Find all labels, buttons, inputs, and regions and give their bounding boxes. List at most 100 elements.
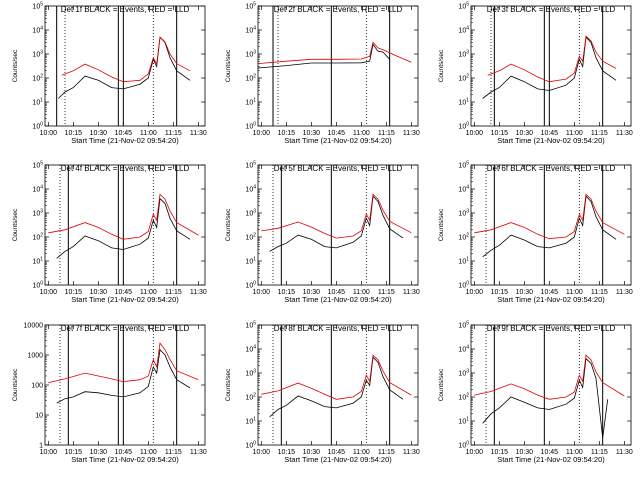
x-tick-label: 11:00 xyxy=(566,449,583,456)
detector-panel: Det 7f BLACK = Events, RED = LLD 1 10 100 10… xyxy=(12,323,207,465)
y-tick-label: 105 xyxy=(32,161,43,170)
x-tick-label: 10:45 xyxy=(115,449,133,456)
y-tick-label: 104 xyxy=(245,345,256,354)
y-tick-label: 105 xyxy=(245,161,256,170)
detector-panel: Det 8f BLACK = Events, RED = LLD 100 101 10… xyxy=(225,321,420,465)
events-series-line xyxy=(482,195,617,258)
x-tick-label: 11:15 xyxy=(591,130,608,137)
x-tick-label: 11:15 xyxy=(165,449,182,456)
events-series-line xyxy=(257,43,390,69)
x-tick-label: 10:30 xyxy=(303,289,321,296)
y-tick-label: 105 xyxy=(458,2,469,11)
x-tick-label: 11:15 xyxy=(378,130,395,137)
plot-frame xyxy=(470,324,632,446)
events-series-line xyxy=(269,356,404,418)
y-tick-label: 1000 xyxy=(27,353,43,360)
x-tick-label: 10:00 xyxy=(253,289,271,296)
x-tick-label: 10:45 xyxy=(328,449,346,456)
x-axis-title: Start Time (21-Nov-02 09:54:20) xyxy=(71,455,179,464)
lld-series-line xyxy=(487,35,617,83)
x-tick-label: 10:30 xyxy=(90,289,108,296)
lld-series-line xyxy=(474,354,625,400)
panel-title: Det 5f BLACK = Events, RED = LLD xyxy=(274,164,403,173)
x-tick-label: 10:15 xyxy=(278,449,296,456)
y-tick-label: 102 xyxy=(458,393,469,402)
x-tick-label: 10:15 xyxy=(491,130,509,137)
lld-series-line xyxy=(261,193,412,239)
x-tick-label: 10:45 xyxy=(541,449,559,456)
x-tick-label: 11:30 xyxy=(403,130,420,137)
y-tick-label: 102 xyxy=(245,393,256,402)
x-tick-label: 10:45 xyxy=(115,289,133,296)
y-tick-label: 103 xyxy=(32,50,43,59)
x-tick-label: 10:00 xyxy=(466,130,484,137)
panel-title: Det 4f BLACK = Events, RED = LLD xyxy=(61,164,190,173)
x-tick-label: 10:30 xyxy=(90,449,108,456)
x-tick-label: 10:30 xyxy=(516,449,534,456)
x-axis-title: Start Time (21-Nov-02 09:54:20) xyxy=(497,136,605,145)
x-tick-label: 11:15 xyxy=(165,289,182,296)
panel-title: Det 6f BLACK = Events, RED = LLD xyxy=(487,164,616,173)
x-tick-label: 10:30 xyxy=(303,449,321,456)
x-tick-label: 10:00 xyxy=(40,130,58,137)
y-tick-label: 100 xyxy=(245,281,256,290)
y-tick-label: 105 xyxy=(458,321,469,330)
panel-title: Det 9f BLACK = Events, RED = LLD xyxy=(487,324,616,333)
y-tick-label: 101 xyxy=(458,98,469,107)
events-series-line xyxy=(58,36,191,99)
x-tick-label: 10:15 xyxy=(491,289,509,296)
lld-series-line xyxy=(257,41,412,64)
y-tick-label: 105 xyxy=(245,2,256,11)
y-tick-label: 103 xyxy=(245,209,256,218)
x-axis-title: Start Time (21-Nov-02 09:54:20) xyxy=(284,295,392,304)
y-tick-label: 105 xyxy=(245,321,256,330)
y-tick-label: 102 xyxy=(32,74,43,83)
plot-frame xyxy=(44,164,206,286)
x-tick-label: 10:00 xyxy=(253,449,271,456)
x-tick-label: 10:30 xyxy=(303,130,321,137)
x-tick-label: 10:15 xyxy=(278,130,296,137)
y-tick-label: 100 xyxy=(458,441,469,450)
y-tick-label: 100 xyxy=(32,281,43,290)
plot-frame xyxy=(257,5,419,127)
lld-series-line xyxy=(261,354,412,400)
x-axis-title: Start Time (21-Nov-02 09:54:20) xyxy=(497,455,605,464)
y-axis-title: Counts/sec xyxy=(225,368,232,401)
x-tick-label: 10:15 xyxy=(65,289,83,296)
x-tick-label: 10:00 xyxy=(253,130,271,137)
plot-frame xyxy=(470,5,632,127)
x-tick-label: 10:15 xyxy=(65,130,83,137)
y-tick-label: 101 xyxy=(32,98,43,107)
y-tick-label: 100 xyxy=(245,122,256,131)
x-tick-label: 10:00 xyxy=(466,289,484,296)
detector-panel: Det 1f BLACK = Events, RED = LLD 100 101 10… xyxy=(12,2,207,146)
x-tick-label: 10:15 xyxy=(65,449,83,456)
x-tick-label: 10:45 xyxy=(541,289,559,296)
y-tick-label: 105 xyxy=(32,2,43,11)
x-tick-label: 11:00 xyxy=(353,289,370,296)
y-tick-label: 102 xyxy=(245,74,256,83)
y-axis-title: Counts/sec xyxy=(12,49,19,82)
y-tick-label: 10 xyxy=(35,413,43,420)
x-tick-label: 10:00 xyxy=(466,449,484,456)
detector-panel: Det 6f BLACK = Events, RED = LLD 100 101 10… xyxy=(438,161,633,305)
y-tick-label: 104 xyxy=(458,26,469,35)
events-series-line xyxy=(482,36,617,99)
y-tick-label: 104 xyxy=(458,185,469,194)
events-series-line xyxy=(56,348,191,404)
y-tick-label: 100 xyxy=(458,281,469,290)
x-tick-label: 11:15 xyxy=(378,289,395,296)
x-tick-label: 11:30 xyxy=(403,289,420,296)
plot-frame xyxy=(257,324,419,446)
x-axis-title: Start Time (21-Nov-02 09:54:20) xyxy=(71,295,179,304)
x-tick-label: 11:00 xyxy=(140,289,157,296)
x-tick-label: 10:45 xyxy=(541,130,559,137)
x-tick-label: 10:15 xyxy=(491,449,509,456)
y-tick-label: 103 xyxy=(458,50,469,59)
x-tick-label: 11:30 xyxy=(403,449,420,456)
y-tick-label: 100 xyxy=(31,383,43,390)
x-tick-label: 10:45 xyxy=(328,289,346,296)
x-axis-title: Start Time (21-Nov-02 09:54:20) xyxy=(284,455,392,464)
y-tick-label: 10000 xyxy=(24,323,44,330)
x-tick-label: 11:30 xyxy=(190,130,207,137)
